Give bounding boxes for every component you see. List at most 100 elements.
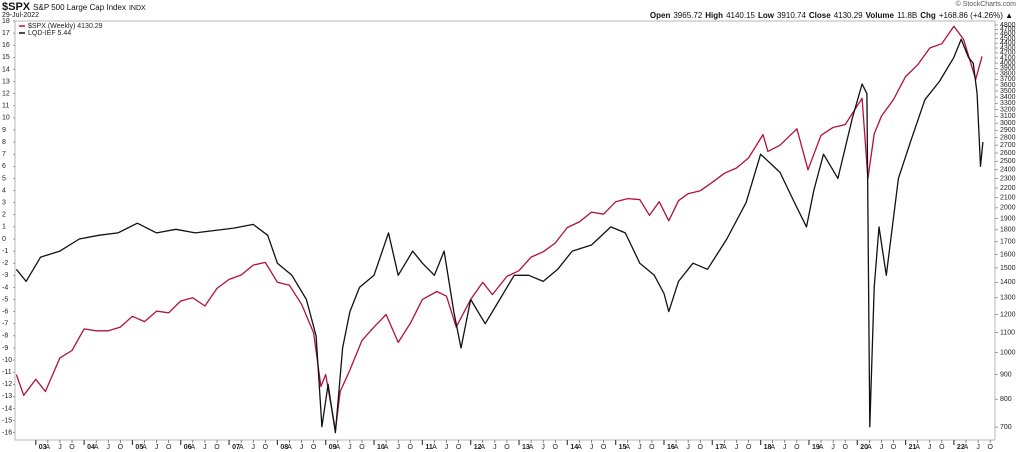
- x-tick-label: A: [384, 444, 389, 451]
- y-tick-label: 8: [2, 139, 6, 146]
- x-tick-label: 10: [377, 444, 385, 451]
- series-line: [15, 38, 984, 434]
- y-tick-label: 1: [2, 224, 6, 231]
- x-tick-label: O: [456, 444, 462, 451]
- y2-tick-label: 1800: [1000, 227, 1016, 234]
- x-tick-label: 14: [570, 444, 578, 451]
- quote-value: 3910.74: [776, 11, 806, 20]
- x-tick-label: A: [819, 444, 824, 451]
- x-tick-label: A: [722, 444, 727, 451]
- x-tick-label: J: [783, 444, 787, 451]
- legend-label: LQD-IEF 5.44: [28, 30, 71, 37]
- y2-tick-label: 3600: [1000, 82, 1016, 89]
- date: 29-Jul-2022: [2, 12, 39, 19]
- x-tick-label: O: [311, 444, 317, 451]
- x-tick-label: 20: [860, 444, 868, 451]
- x-tick-label: O: [698, 444, 704, 451]
- quote-label: Open: [649, 11, 671, 20]
- x-tick-label: O: [504, 444, 510, 451]
- y-tick-label: 13: [2, 78, 10, 85]
- y-tick-label: -10: [2, 357, 12, 364]
- exchange: INDX: [128, 5, 146, 12]
- y-tick-label: 12: [2, 91, 10, 98]
- x-tick-label: J: [638, 444, 642, 451]
- x-tick-label: O: [359, 444, 365, 451]
- credit: © StockCharts.com: [955, 1, 1016, 8]
- x-tick-label: 05: [135, 444, 143, 451]
- plot-frame: [14, 20, 996, 441]
- y-tick-label: 16: [2, 42, 10, 49]
- y2-tick-label: 3200: [1000, 107, 1016, 114]
- y2-tick-label: 4400: [1000, 40, 1016, 47]
- quote-bar: Open 3965.72 High 4140.15 Low 3910.74 Close 413…: [650, 11, 1016, 20]
- x-tick-label: J: [251, 444, 255, 451]
- y2-tick-label: 4500: [1000, 35, 1016, 42]
- x-tick-label: 15: [619, 444, 627, 451]
- y-tick-label: -12: [2, 381, 12, 388]
- x-tick-label: J: [348, 444, 352, 451]
- y2-tick-label: 3500: [1000, 88, 1016, 95]
- y2-tick-label: 3000: [1000, 120, 1016, 127]
- x-tick-label: A: [94, 444, 99, 451]
- y-tick-label: 4: [2, 187, 6, 194]
- y2-tick-label: 3300: [1000, 100, 1016, 107]
- y2-tick-label: 4000: [1000, 60, 1016, 67]
- chart-title: $SPX: [2, 1, 31, 13]
- quote-value: 3965.72: [673, 11, 703, 20]
- y2-tick-label: 1400: [1000, 279, 1016, 286]
- y2-tick-label: 2500: [1000, 158, 1016, 165]
- x-tick-label: 12: [474, 444, 482, 451]
- y2-tick-label: 3900: [1000, 65, 1016, 72]
- x-tick-label: 19: [812, 444, 820, 451]
- y-tick-label: -15: [2, 417, 12, 424]
- y-tick-label: -3: [2, 272, 8, 279]
- quote-label: Close: [808, 11, 831, 20]
- x-tick-label: J: [976, 444, 980, 451]
- x-tick-label: O: [649, 444, 655, 451]
- x-tick-label: J: [686, 444, 690, 451]
- x-tick-label: A: [529, 444, 534, 451]
- x-tick-label: A: [190, 444, 195, 451]
- y2-tick-label: 1000: [1000, 349, 1016, 356]
- quote-label: Chg: [920, 11, 936, 20]
- y2-tick-label: 1300: [1000, 295, 1016, 302]
- y2-tick-label: 2100: [1000, 194, 1016, 201]
- y2-tick-label: 1500: [1000, 265, 1016, 272]
- quote-label: Low: [757, 11, 774, 20]
- x-tick-label: O: [891, 444, 897, 451]
- y-tick-label: 7: [2, 151, 6, 158]
- x-tick-label: A: [46, 444, 51, 451]
- x-tick-label: A: [577, 444, 582, 451]
- y2-tick-label: 800: [1000, 396, 1012, 403]
- x-tick-label: O: [794, 444, 800, 451]
- y-tick-label: 2: [2, 212, 6, 219]
- y-tick-label: -4: [2, 284, 8, 291]
- x-tick-label: A: [915, 444, 920, 451]
- x-tick-label: J: [107, 444, 111, 451]
- x-tick-label: 18: [764, 444, 772, 451]
- y-tick-label: 5: [2, 175, 6, 182]
- x-tick-label: 17: [715, 444, 723, 451]
- x-tick-label: O: [553, 444, 559, 451]
- y-tick-label: -14: [2, 405, 12, 412]
- x-tick-label: 09: [329, 444, 337, 451]
- y-tick-label: -6: [2, 308, 8, 315]
- y-tick-label: 10: [2, 115, 10, 122]
- y2-tick-label: 700: [1000, 424, 1012, 431]
- x-tick-label: 21: [909, 444, 917, 451]
- y2-tick-label: 2400: [1000, 167, 1016, 174]
- quote-value: 4130.29: [833, 11, 863, 20]
- x-tick-label: O: [987, 444, 993, 451]
- x-tick-label: O: [746, 444, 752, 451]
- y2-tick-label: 4100: [1000, 55, 1016, 62]
- y-tick-label: 15: [2, 54, 10, 61]
- quote-value: +168.86 (+4.26%) ▲: [938, 11, 1013, 20]
- x-tick-label: J: [590, 444, 594, 451]
- y2-tick-label: 3700: [1000, 76, 1016, 83]
- x-tick-label: O: [939, 444, 945, 451]
- y2-tick-label: 1900: [1000, 215, 1016, 222]
- y-tick-label: -13: [2, 393, 12, 400]
- y2-tick-label: 2700: [1000, 142, 1016, 149]
